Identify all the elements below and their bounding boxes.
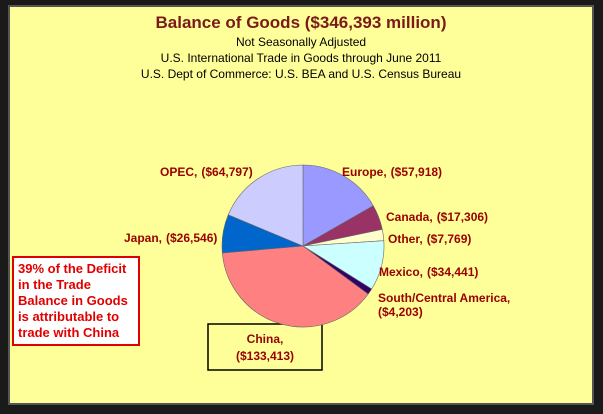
value-label: ($4,203) [378,305,423,319]
category-label: South/Central America, [378,291,510,305]
chart-title: Balance of Goods ($346,393 million) [156,13,447,32]
slice-label: Other, ($7,769) [388,232,471,246]
subtitle: Not Seasonally Adjusted [236,35,366,49]
annotation: 39% of the Deficit in the Trade Balance … [12,256,140,346]
category-label: China, [247,332,284,346]
category-label: Mexico, [379,265,423,279]
pie-slice [227,164,304,247]
slice-label: OPEC, ($64,797) [160,165,253,179]
value-label: ($26,546) [166,231,217,245]
category-label: Japan, [124,231,162,245]
slice-label: Japan, ($26,546) [124,231,217,245]
value-label: ($17,306) [437,210,488,224]
subtitle: U.S. International Trade in Goods throug… [161,51,442,65]
slice-label: Europe, ($57,918) [342,165,442,179]
slice-label: South/Central America, ($4,203) [378,291,510,319]
value-label: ($34,441) [427,265,478,279]
china-label-box [207,323,323,371]
category-label: Europe, [342,165,387,179]
slice-label: China, ($133,413) [236,332,294,363]
pie-slice [221,245,369,328]
value-label: ($133,413) [236,349,294,363]
category-label: OPEC, [160,165,197,179]
subtitle: U.S. Dept of Commerce: U.S. BEA and U.S.… [141,67,461,81]
category-label: Canada, [386,210,433,224]
value-label: ($7,769) [427,232,472,246]
value-label: ($64,797) [201,165,252,179]
slice-label: Mexico, ($34,441) [379,265,478,279]
slice-label: Canada, ($17,306) [386,210,488,224]
value-label: ($57,918) [391,165,442,179]
pie-slice [302,164,374,247]
category-label: Other, [388,232,423,246]
